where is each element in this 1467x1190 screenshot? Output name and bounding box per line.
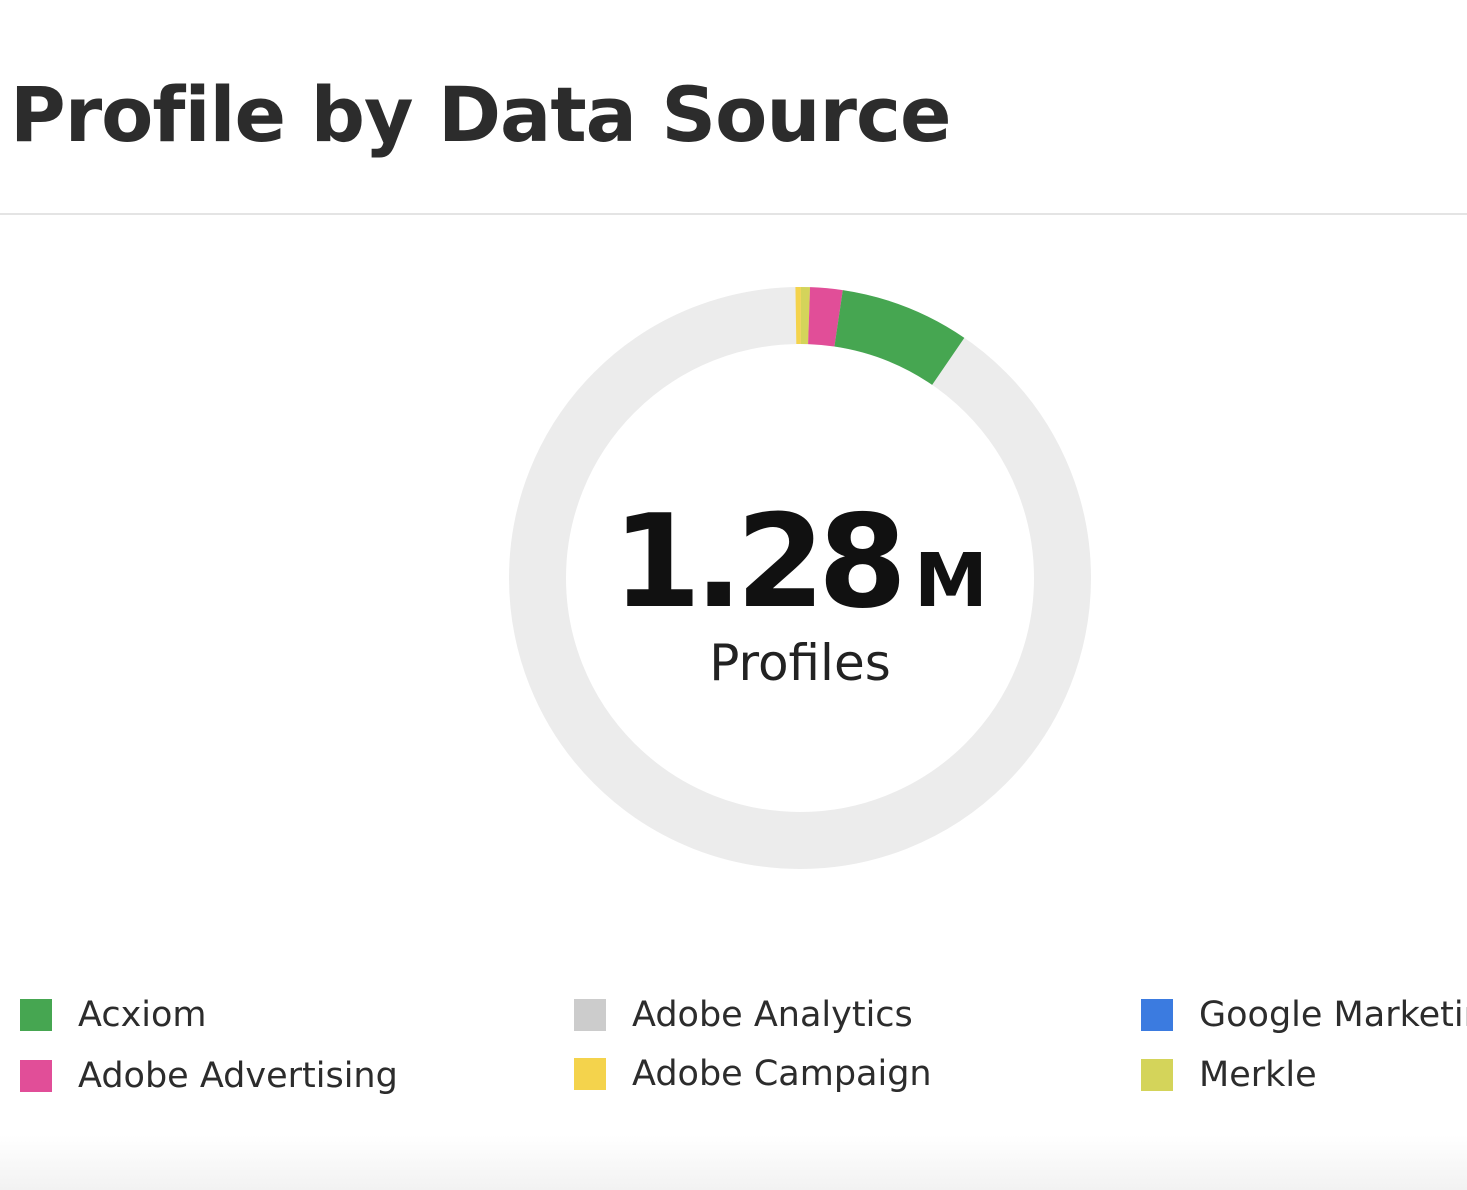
donut-slice-adobe-campaign[interactable] xyxy=(795,287,801,345)
legend-swatch xyxy=(20,1060,52,1092)
donut-slice-adobe-advertising[interactable] xyxy=(808,287,843,347)
total-number: 1.28 xyxy=(612,488,907,637)
donut-slice-acxiom[interactable] xyxy=(834,290,965,385)
total-unit: M xyxy=(914,538,988,624)
legend-label: Adobe Analytics xyxy=(632,995,913,1035)
legend-item-adobe-campaign[interactable]: Adobe Campaign xyxy=(574,1054,932,1094)
legend-label: Acxiom xyxy=(78,995,207,1035)
legend-swatch xyxy=(20,999,52,1031)
legend-label: Adobe Campaign xyxy=(632,1054,932,1094)
legend-swatch xyxy=(574,999,606,1031)
chart-title: Profile by Data Source xyxy=(10,70,952,159)
title-divider xyxy=(0,213,1467,215)
legend-swatch xyxy=(1141,1059,1173,1091)
legend-swatch xyxy=(574,1058,606,1090)
legend-item-adobe-analytics[interactable]: Adobe Analytics xyxy=(574,995,913,1035)
donut-chart xyxy=(509,287,1091,869)
total-profiles-label: Profiles xyxy=(709,634,891,692)
donut-slice-merkle[interactable] xyxy=(800,287,811,345)
total-profiles-value: 1.28 M xyxy=(500,488,1100,637)
legend-swatch xyxy=(1141,999,1173,1031)
legend-item-google-marketing[interactable]: Google Marketin xyxy=(1141,995,1467,1035)
bottom-fade xyxy=(0,1135,1467,1190)
legend-item-merkle[interactable]: Merkle xyxy=(1141,1055,1317,1095)
legend-label: Merkle xyxy=(1199,1055,1317,1095)
legend-item-adobe-advertising[interactable]: Adobe Advertising xyxy=(20,1056,398,1096)
legend-label: Google Marketin xyxy=(1199,995,1467,1035)
legend-item-acxiom[interactable]: Acxiom xyxy=(20,995,207,1035)
legend-label: Adobe Advertising xyxy=(78,1056,398,1096)
